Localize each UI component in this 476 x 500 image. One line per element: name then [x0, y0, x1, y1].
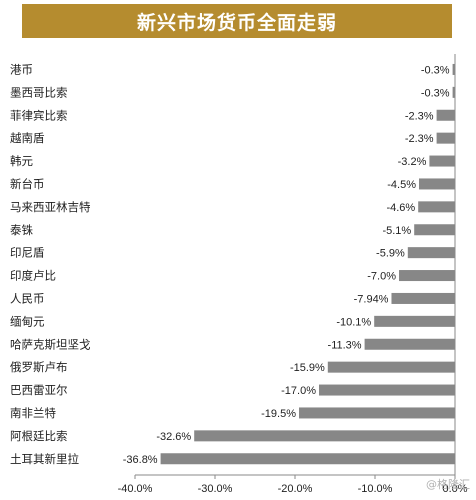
bar [399, 270, 455, 282]
bar [429, 155, 455, 167]
value-label: -36.8% [123, 454, 158, 466]
bar [414, 224, 455, 236]
value-label: -17.0% [281, 385, 316, 397]
category-label: 泰铢 [10, 223, 33, 237]
category-label: 新台币 [10, 177, 45, 191]
value-label: -11.3% [328, 339, 362, 351]
category-label: 韩元 [10, 154, 33, 168]
category-label: 马来西亚林吉特 [10, 200, 91, 214]
category-label: 印尼盾 [10, 246, 45, 260]
category-label: 哈萨克斯坦坚戈 [10, 337, 91, 351]
watermark: @格隆汇 [426, 478, 470, 491]
bar [319, 384, 455, 396]
bar [452, 63, 455, 75]
value-label: -19.5% [261, 408, 296, 420]
category-label: 越南盾 [10, 131, 45, 145]
value-label: -15.9% [290, 362, 325, 374]
value-label: -10.1% [336, 316, 371, 328]
value-label: -7.0% [367, 271, 396, 283]
category-label: 印度卢比 [10, 269, 56, 283]
value-label: -0.3% [421, 64, 450, 76]
bar [452, 86, 455, 98]
category-label: 俄罗斯卢布 [10, 360, 68, 374]
x-tick-label: -20.0% [278, 483, 313, 495]
bar [391, 292, 455, 304]
x-tick-label: -40.0% [118, 483, 153, 495]
value-label: -4.5% [387, 179, 416, 191]
bar [418, 201, 455, 213]
value-label: -32.6% [156, 431, 191, 443]
bar [436, 109, 455, 121]
category-label: 阿根廷比索 [10, 429, 68, 443]
chart-title-bar: 新兴市场货币全面走弱 [22, 4, 452, 38]
bar [407, 247, 455, 259]
bar [194, 430, 455, 442]
value-label: -7.94% [354, 293, 389, 305]
x-tick-label: -10.0% [358, 483, 393, 495]
value-label: -5.1% [382, 225, 411, 237]
bar [160, 453, 455, 465]
category-label: 人民币 [10, 291, 45, 305]
bar [327, 361, 455, 373]
value-label: -4.6% [386, 202, 415, 214]
bar [419, 178, 455, 190]
value-label: -2.3% [405, 110, 434, 122]
category-label: 港币 [10, 62, 33, 76]
bar [364, 338, 455, 350]
x-tick-label: 0.0% [442, 483, 467, 495]
value-label: -0.3% [421, 87, 450, 99]
value-label: -5.9% [376, 248, 405, 260]
value-label: -3.2% [398, 156, 427, 168]
value-label: -2.3% [405, 133, 434, 145]
chart-title: 新兴市场货币全面走弱 [136, 11, 337, 34]
category-label: 南非兰特 [10, 406, 56, 420]
bar [299, 407, 455, 419]
bar [374, 315, 455, 327]
category-label: 巴西雷亚尔 [10, 383, 68, 397]
category-label: 墨西哥比索 [10, 85, 68, 99]
category-label: 菲律宾比索 [10, 108, 68, 122]
category-label: 缅甸元 [10, 314, 45, 328]
x-tick-label: -30.0% [198, 483, 233, 495]
category-label: 土耳其新里拉 [10, 452, 79, 466]
bar [436, 132, 455, 144]
